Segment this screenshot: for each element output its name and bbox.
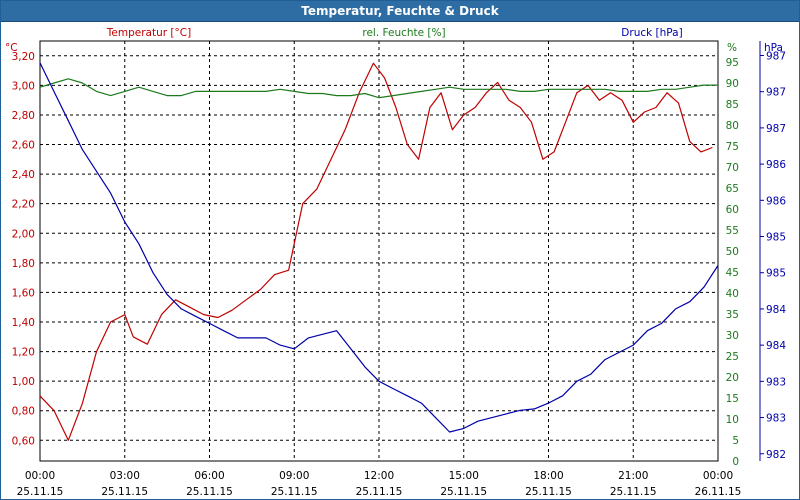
- pressure-tick: 986: [766, 195, 786, 207]
- humidity-axis-label: rel. Feuchte [%]: [362, 27, 445, 39]
- humidity-tick: 5: [732, 435, 739, 447]
- temp-tick: 1,40: [12, 317, 35, 329]
- temp-tick: 1,20: [12, 347, 35, 359]
- pressure-axis-label: Druck [hPa]: [621, 27, 682, 39]
- temp-axis-label: Temperatur [°C]: [106, 27, 191, 39]
- series-layer: [39, 62, 719, 441]
- x-tick-time: 15:00: [449, 470, 479, 482]
- humidity-tick: 45: [726, 267, 739, 279]
- humidity-tick: 50: [726, 246, 739, 258]
- temp-tick: 2,40: [12, 169, 35, 181]
- humidity-tick: 15: [726, 393, 739, 405]
- pressure-tick: 983: [766, 413, 786, 425]
- x-tick-date: 25.11.15: [186, 486, 233, 498]
- humidity-tick: 75: [726, 141, 739, 153]
- pressure-tick: 984: [766, 340, 786, 352]
- axis-labels: °C Temperatur [°C] rel. Feuchte [%] % Dr…: [5, 27, 783, 54]
- x-tick-date: 26.11.15: [695, 486, 742, 498]
- temp-tick: 3,20: [12, 51, 35, 63]
- temp-tick: 1,80: [12, 258, 35, 270]
- humidity-tick: 20: [726, 372, 739, 384]
- x-tick-time: 12:00: [364, 470, 394, 482]
- humidity-tick: 55: [726, 225, 739, 237]
- humidity-tick: 0: [732, 456, 739, 468]
- pressure-tick: 987: [766, 123, 786, 135]
- series-line-pressure: [39, 62, 719, 433]
- tick-labels: 00:00 25.11.15 03:00 25.11.15 06:00 25.11.15 0…: [12, 50, 787, 498]
- pressure-tick: 987: [766, 50, 786, 62]
- humidity-tick: 90: [726, 78, 739, 90]
- series-line-temperature: [39, 62, 713, 441]
- humidity-tick: 70: [726, 162, 739, 174]
- series-line-humidity: [39, 78, 718, 99]
- pressure-tick: 985: [766, 232, 786, 244]
- pressure-tick: 984: [766, 304, 786, 316]
- humidity-tick: 30: [726, 330, 739, 342]
- chart-title: Temperatur, Feuchte & Druck: [1, 1, 799, 22]
- temp-tick: 1,00: [12, 376, 35, 388]
- x-tick-date: 25.11.15: [101, 486, 148, 498]
- x-tick-date: 25.11.15: [17, 486, 64, 498]
- pressure-tick: 983: [766, 376, 786, 388]
- temp-tick: 2,20: [12, 199, 35, 211]
- humidity-tick: 85: [726, 99, 739, 111]
- x-tick-date: 25.11.15: [525, 486, 572, 498]
- x-tick-time: 21:00: [618, 470, 648, 482]
- humidity-tick: 95: [726, 57, 739, 69]
- pressure-tick: 986: [766, 159, 786, 171]
- grid-layer: [39, 40, 764, 462]
- humidity-tick: 40: [726, 288, 739, 300]
- x-tick-date: 25.11.15: [271, 486, 318, 498]
- temp-tick: 2,60: [12, 140, 35, 152]
- x-tick-date: 25.11.15: [440, 486, 487, 498]
- pressure-tick: 982: [766, 449, 786, 461]
- humidity-tick: 25: [726, 351, 739, 363]
- temp-tick: 1,60: [12, 287, 35, 299]
- temp-tick: 0,60: [12, 435, 35, 447]
- humidity-unit: %: [727, 42, 737, 54]
- humidity-tick: 60: [726, 204, 739, 216]
- x-tick-time: 09:00: [279, 470, 309, 482]
- x-tick-time: 00:00: [703, 470, 733, 482]
- x-tick-time: 06:00: [194, 470, 224, 482]
- x-tick-time: 00:00: [25, 470, 55, 482]
- pressure-unit: hPa: [764, 42, 783, 54]
- pressure-tick: 985: [766, 268, 786, 280]
- pressure-tick: 987: [766, 87, 786, 99]
- x-tick-time: 03:00: [110, 470, 140, 482]
- temp-unit: °C: [5, 42, 18, 54]
- humidity-tick: 10: [726, 414, 739, 426]
- temp-tick: 2,80: [12, 110, 35, 122]
- temp-tick: 2,00: [12, 228, 35, 240]
- humidity-tick: 35: [726, 309, 739, 321]
- x-tick-time: 18:00: [533, 470, 563, 482]
- x-tick-date: 25.11.15: [610, 486, 657, 498]
- humidity-tick: 80: [726, 120, 739, 132]
- humidity-tick: 65: [726, 183, 739, 195]
- temp-tick: 3,00: [12, 80, 35, 92]
- temp-tick: 0,80: [12, 406, 35, 418]
- x-tick-date: 25.11.15: [356, 486, 403, 498]
